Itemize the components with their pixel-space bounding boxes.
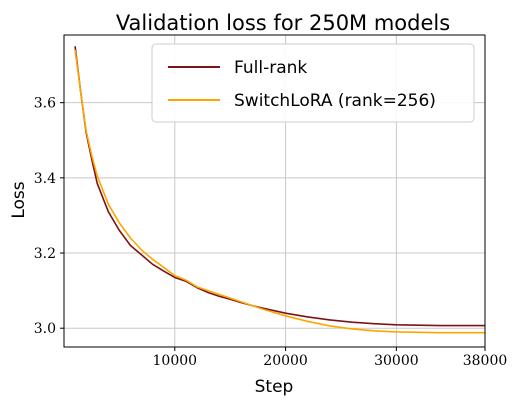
series-line-switchlora	[74, 49, 485, 334]
y-tick-label: 3.2	[34, 246, 56, 262]
axis-ticks: 10000 20000 30000 38000 3.0 3.2 3.4 3.6	[34, 96, 508, 369]
y-tick-label: 3.6	[34, 96, 56, 112]
x-tick-label: 10000	[153, 353, 198, 369]
series-line-full-rank	[74, 46, 485, 327]
y-tick-label: 3.4	[34, 171, 56, 187]
x-tick-label: 20000	[263, 353, 308, 369]
legend-label-full-rank: Full-rank	[234, 58, 307, 78]
chart-title: Validation loss for 250M models	[116, 11, 450, 35]
x-axis-label: Step	[255, 377, 294, 397]
x-tick-label: 38000	[463, 353, 508, 369]
x-tick-label: 30000	[374, 353, 419, 369]
legend: Full-rank SwitchLoRA (rank=256)	[151, 43, 475, 123]
plot-frame	[63, 34, 486, 348]
y-axis-label: Loss	[9, 181, 29, 218]
legend-box	[151, 43, 475, 123]
y-tick-label: 3.0	[34, 321, 56, 337]
series-lines	[74, 46, 485, 334]
legend-label-switchlora: SwitchLoRA (rank=256)	[234, 91, 436, 111]
